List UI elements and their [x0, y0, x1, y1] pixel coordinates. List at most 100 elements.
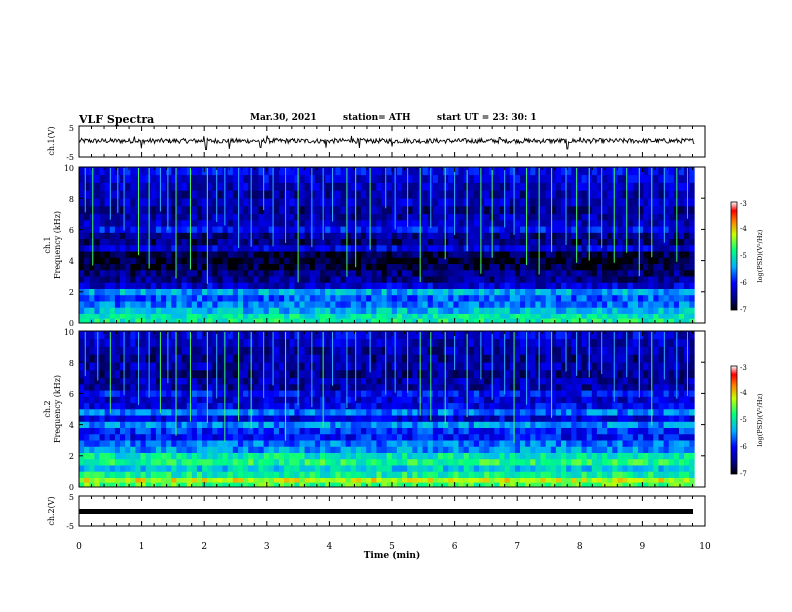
- spectrogram-cell: [561, 282, 567, 289]
- spectrogram-cell: [417, 288, 423, 296]
- spectrogram-cell: [258, 220, 264, 227]
- spectrogram-cell: [499, 282, 505, 289]
- spectrogram-cell: [499, 318, 505, 324]
- spectrogram-cell: [232, 440, 239, 447]
- spectrogram-cell: [653, 198, 659, 207]
- spectrogram-cell: [212, 213, 218, 221]
- spectrogram-cell: [217, 282, 223, 289]
- spectrogram-cell: [335, 238, 341, 246]
- spectrogram-cell: [432, 301, 439, 308]
- spectrogram-cell: [253, 226, 259, 233]
- spectrogram-cell: [668, 190, 675, 199]
- spectrogram-cell: [509, 482, 516, 488]
- spectrogram-cell: [104, 307, 111, 314]
- spectrogram-cell: [84, 427, 90, 435]
- spectrogram-cell: [381, 402, 387, 410]
- spectrogram-cell: [99, 390, 105, 397]
- spectrogram-cell: [478, 238, 485, 246]
- spectrogram-cell: [273, 238, 280, 246]
- spectrogram-cell: [361, 167, 367, 176]
- spectrogram-cell: [494, 206, 500, 215]
- spectrogram-cell: [340, 421, 346, 429]
- spectrogram-cell: [566, 294, 572, 302]
- spectrogram-cell: [243, 226, 249, 233]
- spectrogram-cell: [191, 338, 198, 347]
- spectrogram-cell: [258, 232, 264, 240]
- spectrogram-cell: [581, 226, 587, 233]
- spectrogram-cell: [458, 482, 464, 488]
- spectrogram-cell: [278, 427, 285, 435]
- spectrogram-cell: [155, 471, 162, 478]
- spectrogram-cell: [514, 220, 521, 227]
- spectrogram-cell: [196, 313, 203, 319]
- spectrogram-cell: [330, 482, 336, 488]
- spectrogram-cell: [191, 409, 198, 416]
- spectrogram-cell: [402, 198, 408, 207]
- spectrogram-cell: [161, 301, 167, 308]
- spectrogram-cell: [114, 415, 121, 422]
- spectrogram-cell: [94, 471, 100, 478]
- spectrogram-cell: [145, 433, 152, 441]
- spectrogram-cell: [596, 257, 603, 265]
- spectrogram-cell: [150, 452, 157, 460]
- spectrogram-cell: [443, 370, 449, 379]
- spectrogram-cell: [617, 301, 623, 308]
- spectrogram-cell: [571, 318, 577, 324]
- spectrogram-cell: [345, 206, 352, 215]
- spectrogram-cell: [509, 415, 516, 422]
- spectrogram-cell: [243, 384, 249, 391]
- spectrogram-cell: [309, 458, 316, 466]
- spectrogram-cell: [186, 263, 193, 271]
- spectrogram-cell: [253, 390, 259, 397]
- spectrogram-cell: [79, 294, 85, 302]
- spectrogram-cell: [268, 477, 275, 483]
- spectrogram-cell: [432, 338, 439, 347]
- spectrogram-cell: [643, 294, 649, 302]
- spectrogram-cell: [591, 318, 598, 324]
- spectrogram-cell: [84, 338, 90, 347]
- spectrogram-cell: [555, 174, 562, 183]
- spectrogram-cell: [125, 377, 131, 385]
- spectrogram-cell: [104, 390, 111, 397]
- spectrogram-cell: [161, 433, 167, 441]
- spectrogram-cell: [622, 232, 628, 240]
- spectrogram-cell: [284, 458, 290, 466]
- spectrogram-cell: [350, 465, 357, 472]
- spectrogram-cell: [196, 318, 203, 324]
- spectrogram-cell: [145, 294, 152, 302]
- spectrogram-cell: [330, 477, 336, 483]
- spectrogram-cell: [668, 245, 675, 252]
- spectrogram-cell: [684, 232, 690, 240]
- spectrogram-cell: [94, 390, 100, 397]
- spectrogram-cell: [294, 198, 300, 207]
- spectrogram-cell: [94, 452, 100, 460]
- spectrogram-cell: [150, 257, 157, 265]
- spectrogram-cell: [114, 288, 121, 296]
- spectrogram-cell: [637, 307, 644, 314]
- spectrogram-cell: [596, 269, 603, 277]
- spectrogram-cell: [412, 288, 418, 296]
- spectrogram-cell: [232, 238, 239, 246]
- spectrogram-cell: [478, 377, 485, 385]
- spectrogram-cell: [484, 190, 490, 199]
- spectrogram-cell: [412, 220, 418, 227]
- spectrogram-cell: [202, 263, 208, 271]
- spectrogram-cell: [176, 198, 182, 207]
- spectrogram-cell: [396, 477, 403, 483]
- spectrogram-cell: [678, 294, 685, 302]
- spectrogram-cell: [314, 415, 321, 422]
- spectrogram-cell: [268, 313, 275, 319]
- spectrogram-cell: [227, 427, 234, 435]
- spectrogram-cell: [381, 477, 387, 483]
- spectrogram-cell: [212, 263, 218, 271]
- spectrogram-cell: [191, 263, 198, 271]
- spectrogram-cell: [166, 220, 172, 227]
- spectrogram-cell: [607, 174, 613, 183]
- spectrogram-cell: [345, 220, 352, 227]
- spectrogram-cell: [561, 238, 567, 246]
- spectrogram-cell: [473, 465, 480, 472]
- spectrogram-cell: [294, 167, 300, 176]
- spectrogram-cell: [202, 433, 208, 441]
- spectrogram-cell: [617, 269, 623, 277]
- spectrogram-cell: [673, 307, 680, 314]
